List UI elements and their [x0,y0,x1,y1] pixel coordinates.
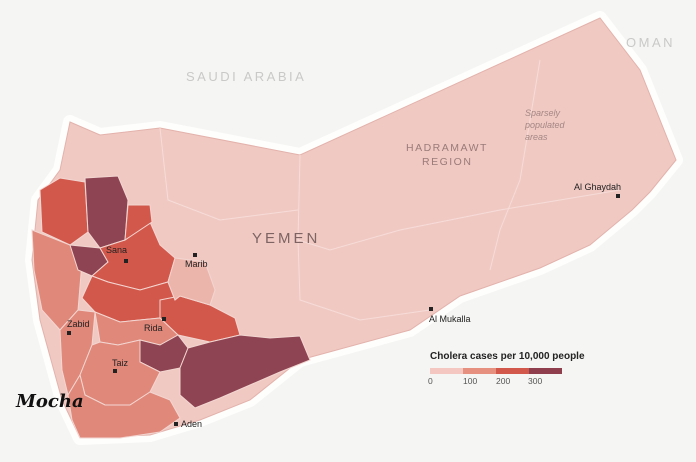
hadramawt-label-line1: HADRAMAWT [406,142,488,154]
al-ghaydah-label: Al Ghaydah [574,182,621,192]
district-lahij [67,373,181,439]
zabid-marker [67,331,71,335]
al-ghaydah-marker [616,194,620,198]
legend-title: Cholera cases per 10,000 people [430,351,585,362]
legend-tick-0: 0 [428,376,433,386]
district-abyan [179,334,311,409]
mocha-annotation: Mocha [15,391,84,412]
district-marib-west [124,204,153,241]
sana-label: Sana [106,245,127,255]
legend-swatch-3 [529,368,562,374]
al-mukalla-label: Al Mukalla [429,314,471,324]
note-line2: populated [524,120,566,130]
sana-marker [124,259,128,263]
marib-marker [193,253,197,257]
district-boundary-mahra [489,59,541,271]
hadramawt-label-line2: REGION [422,156,472,168]
note-line1: Sparsely [525,108,561,118]
district-hajjah [39,177,89,246]
yemen-label: YEMEN [252,230,320,247]
legend-swatch-0 [430,368,463,374]
legend-swatch-2 [496,368,529,374]
legend-tick-100: 100 [463,376,477,386]
saudi-arabia-label: SAUDI ARABIA [186,69,306,84]
al-mukalla-marker [429,307,433,311]
taiz-label: Taiz [112,358,129,368]
note-line3: areas [525,132,548,142]
marib-label: Marib [185,259,208,269]
zabid-label: Zabid [67,319,90,329]
district-amran [84,175,129,249]
aden-label: Aden [181,419,202,429]
rida-marker [162,317,166,321]
oman-label: OMAN [626,35,675,50]
legend: Cholera cases per 10,000 people 0 100 20… [428,351,585,386]
legend-tick-300: 300 [528,376,542,386]
legend-swatch-1 [463,368,496,374]
district-boundary-north [159,127,299,221]
legend-tick-200: 200 [496,376,510,386]
district-boundary-south [297,239,431,321]
aden-marker [174,422,178,426]
taiz-marker [113,369,117,373]
district-shabwah-west [167,257,216,306]
rida-label: Rida [144,323,163,333]
